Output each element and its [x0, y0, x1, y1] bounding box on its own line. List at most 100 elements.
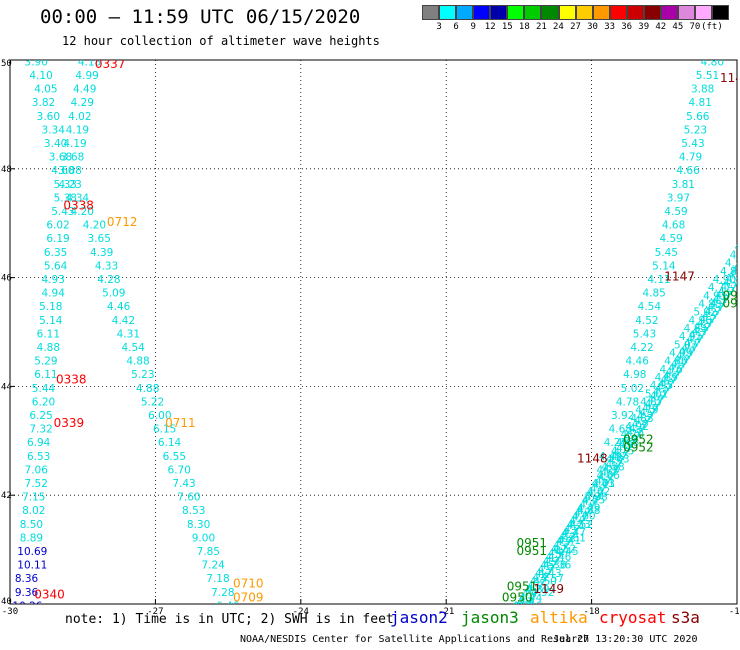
swh-dense-mark: 4.7 — [731, 266, 740, 278]
swh-value: 8.50 — [20, 519, 43, 531]
swh-value: 5.38 — [584, 492, 607, 504]
swh-dense-mark: 4.7 — [736, 258, 740, 270]
swh-value: 6.55 — [163, 451, 186, 463]
swh-value: 3.88 — [691, 84, 714, 96]
swh-value: 5.01 — [645, 388, 668, 400]
swh-value: 3.34 — [42, 124, 66, 136]
swh-value: 4.96 — [689, 315, 713, 327]
pass-time-label: 0951 — [507, 579, 538, 593]
swh-value: 4.76 — [659, 364, 683, 376]
swh-value: 4.79 — [635, 405, 658, 417]
swh-value: 4.33 — [95, 260, 118, 272]
swh-value: 4.75 — [611, 445, 634, 457]
swh-value: 7.18 — [206, 573, 229, 585]
swh-value: 4.80 — [664, 356, 687, 368]
pass-time-label: 0951 — [516, 544, 547, 558]
swh-dense-mark: 4.7 — [650, 391, 667, 403]
swh-value: 4.78 — [616, 396, 639, 408]
swh-value: 4.80 — [701, 56, 724, 68]
swh-value: 4.74 — [730, 250, 740, 262]
pass-time-label: 0339 — [54, 416, 85, 430]
swh-value: 4.46 — [626, 356, 650, 368]
swh-value: 4.39 — [526, 584, 549, 596]
color-scale-label: 70 — [689, 22, 701, 32]
color-swatch — [695, 5, 713, 20]
swh-value: 5.43 — [51, 206, 74, 218]
color-scale-label: 3 — [436, 22, 442, 32]
swh-dense-mark: 4.7 — [590, 483, 607, 495]
color-scale-label: 39 — [638, 22, 650, 32]
pass-time-label: 0337 — [95, 57, 126, 71]
swh-value: 8.36 — [15, 573, 39, 585]
swh-dense-mark: 4.7 — [689, 330, 706, 342]
swh-dense-mark: 4.7 — [676, 350, 693, 362]
pass-time-label: 0951 — [516, 536, 547, 550]
swh-value: 4.70 — [621, 429, 644, 441]
swh-value: 4.87 — [640, 396, 663, 408]
swh-value: 5.23 — [131, 369, 154, 381]
swh-value: 5.33 — [54, 179, 77, 191]
color-swatch — [439, 5, 457, 20]
swh-dense-mark: 4.7 — [660, 375, 677, 387]
swh-value: 6.15 — [153, 424, 176, 436]
pass-time-label: 1147 — [664, 269, 695, 283]
swh-dense-mark: 4.7 — [715, 290, 732, 302]
swh-value: 4.45 — [555, 546, 578, 558]
swh-value: 9.98 — [10, 628, 33, 640]
swh-value: 5.45 — [655, 247, 678, 259]
swh-value: 10.26 — [12, 600, 42, 612]
swh-value: 6.14 — [158, 437, 182, 449]
pass-time-label: 0338 — [63, 199, 94, 213]
swh-dense-mark: 4.7 — [700, 314, 717, 326]
swh-dense-mark: 4.7 — [647, 395, 664, 407]
color-swatch — [422, 5, 440, 20]
legend-jason2: jason2 — [390, 608, 448, 627]
swh-value: 4.84 — [684, 323, 708, 335]
pass-time-label: 095 — [722, 297, 740, 311]
swh-dense-mark: 4.7 — [532, 572, 549, 584]
swh-dense-mark: 4.7 — [606, 459, 623, 471]
color-swatch — [677, 5, 695, 20]
swh-dense-mark: 4.7 — [681, 342, 698, 354]
swh-value: 4.60 — [51, 165, 74, 177]
swh-value: 4.34 — [66, 192, 90, 204]
swh-dense-mark: 4.7 — [540, 560, 557, 572]
swh-value: 4.52 — [553, 543, 576, 555]
swh-value: 5.18 — [39, 301, 62, 313]
swh-dense-mark: 4.7 — [587, 487, 604, 499]
swh-dense-mark: 4.7 — [517, 596, 534, 608]
swh-value: 4.02 — [68, 111, 91, 123]
swh-value: 5.14 — [39, 315, 63, 327]
swh-value: 7.85 — [197, 546, 220, 558]
color-scale-label: 27 — [570, 22, 581, 32]
pass-time-label: 0709 — [233, 590, 264, 604]
swh-value: 5.22 — [141, 396, 164, 408]
swh-value: 4.60 — [572, 511, 595, 523]
pass-time-label: 0340 — [34, 588, 65, 602]
legend-jason3: jason3 — [461, 608, 519, 627]
pass-time-label: 1146 — [720, 71, 740, 85]
color-scale-label: 6 — [453, 22, 459, 32]
swh-value: 3.92 — [611, 410, 634, 422]
swh-value: 4.10 — [29, 70, 52, 82]
swh-value: 7.60 — [177, 492, 200, 504]
swh-dense-mark: 4.7 — [726, 274, 740, 286]
color-scale-label: 12 — [484, 22, 496, 32]
swh-value: 8.30 — [187, 519, 210, 531]
swh-dense-mark: 4.7 — [702, 310, 719, 322]
swh-value: 4.28 — [97, 274, 120, 286]
swh-dense-mark: 4.7 — [608, 455, 625, 467]
swh-value: 6.53 — [27, 451, 50, 463]
swh-value: 5.07 — [674, 339, 697, 351]
swh-value: 4.99 — [669, 347, 692, 359]
color-swatch — [507, 5, 525, 20]
swh-value: 4.91 — [679, 331, 702, 343]
swh-value: 4.49 — [73, 84, 96, 96]
color-scale-label: 45 — [672, 22, 684, 32]
swh-value: 4.57 — [541, 573, 564, 585]
swh-dense-mark: 4.7 — [624, 431, 641, 443]
swh-value: 3.60 — [37, 111, 60, 123]
pass-time-label: 0952 — [623, 433, 654, 447]
swh-value: 5.14 — [652, 260, 676, 272]
swh-dense-mark: 4.7 — [658, 379, 675, 391]
